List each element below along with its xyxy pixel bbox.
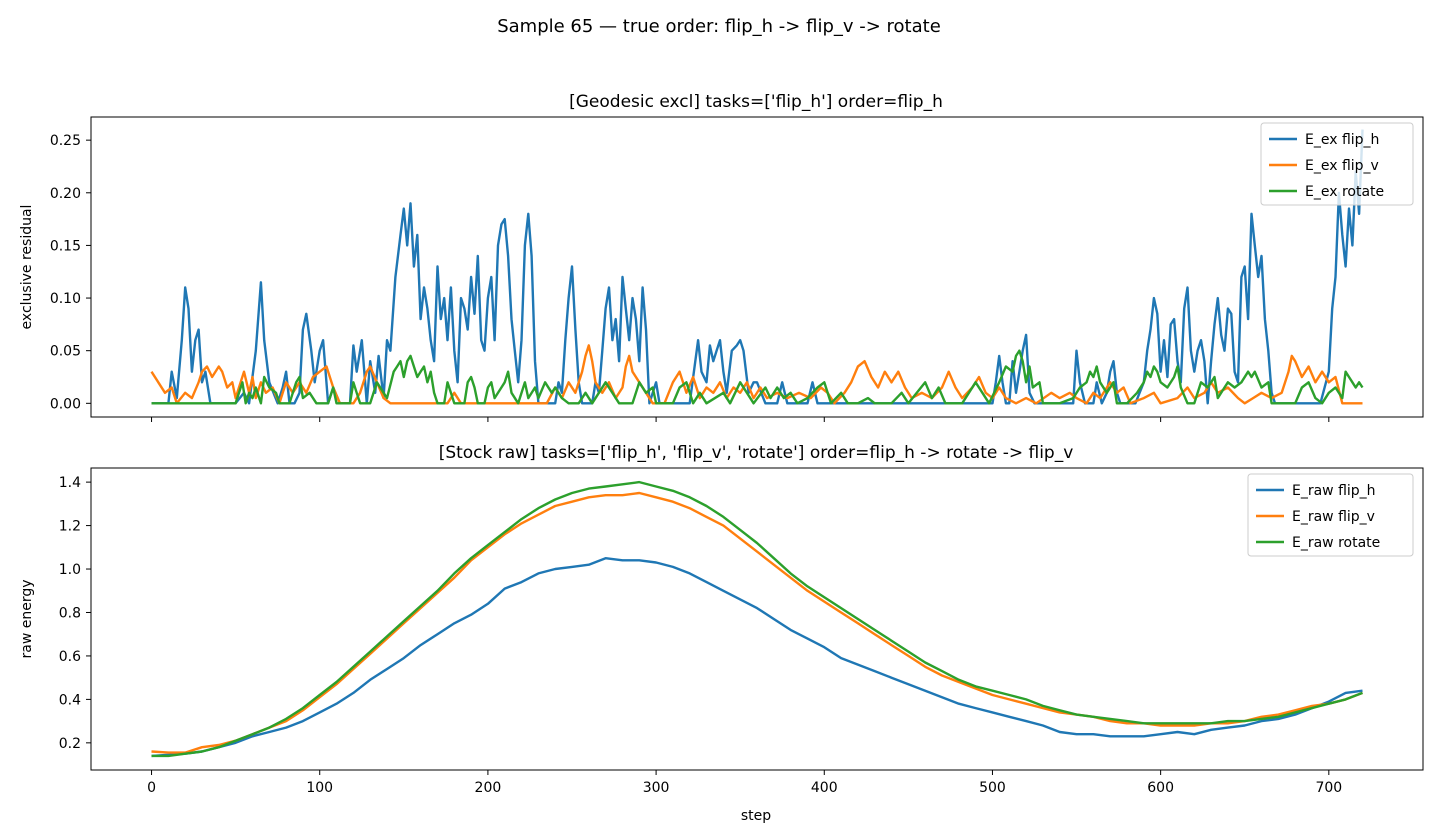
y-tick-label: 0.15 [50, 238, 81, 254]
top-chart-title: [Geodesic excl] tasks=['flip_h'] order=f… [569, 92, 943, 112]
x-tick-label: 400 [811, 780, 838, 796]
top-axes: [Geodesic excl] tasks=['flip_h'] order=f… [19, 92, 1424, 422]
y-tick-label: 1.2 [59, 519, 81, 535]
top-axis-ticks: 0.00 0.05 0.10 0.15 0.20 0.25 [50, 133, 1330, 422]
series-line-e_raw-rotate [151, 480, 1363, 758]
y-tick-label: 0.2 [59, 736, 81, 752]
y-tick-label: 0.25 [50, 133, 81, 149]
legend-box [1247, 473, 1414, 557]
top-series-lines [150, 129, 1364, 405]
bottom-x-axis-label: step [741, 808, 771, 824]
figure-suptitle: Sample 65 — true order: flip_h -> flip_v… [497, 16, 941, 37]
top-y-axis-label: exclusive residual [19, 205, 35, 330]
bottom-axes: [Stock raw] tasks=['flip_h', 'flip_v', '… [19, 443, 1424, 824]
bottom-axis-ticks: 0 100 200 300 400 500 600 700 0.2 0.4 0.6 0.8 1.0 1.2… [59, 475, 1342, 796]
series-line-e_raw-flip_h [151, 557, 1363, 758]
legend-entry: E_raw flip_h [1292, 483, 1376, 499]
legend-entry: E_ex flip_h [1305, 132, 1379, 148]
y-tick-label: 0.8 [59, 605, 81, 621]
legend-box [1260, 122, 1414, 206]
y-tick-label: 1.0 [59, 562, 81, 578]
top-axes-frame [90, 116, 1424, 418]
bottom-axes-frame [90, 467, 1424, 771]
x-tick-label: 300 [643, 780, 670, 796]
y-tick-label: 1.4 [59, 475, 81, 491]
x-tick-label: 200 [475, 780, 502, 796]
y-tick-label: 0.4 [59, 692, 81, 708]
series-line-e_raw-flip_v [151, 491, 1363, 754]
x-tick-label: 600 [1147, 780, 1174, 796]
x-tick-label: 100 [306, 780, 333, 796]
top-legend: E_ex flip_h E_ex flip_v E_ex rotate [1260, 122, 1414, 206]
x-tick-label: 0 [147, 780, 156, 796]
x-tick-label: 500 [979, 780, 1006, 796]
y-tick-label: 0.20 [50, 186, 81, 202]
legend-entry: E_raw flip_v [1292, 509, 1375, 525]
bottom-series-lines [151, 480, 1363, 758]
y-tick-label: 0.6 [59, 649, 81, 665]
y-tick-label: 0.10 [50, 291, 81, 307]
legend-entry: E_raw rotate [1292, 535, 1380, 551]
series-line-e_ex-rotate [151, 349, 1364, 405]
series-line-e_ex-flip_h [151, 129, 1364, 405]
y-tick-label: 0.00 [50, 396, 81, 412]
legend-entry: E_ex flip_v [1305, 158, 1379, 174]
bottom-chart-title: [Stock raw] tasks=['flip_h', 'flip_v', '… [439, 443, 1074, 463]
legend-entry: E_ex rotate [1305, 184, 1384, 200]
y-tick-label: 0.05 [50, 344, 81, 360]
bottom-legend: E_raw flip_h E_raw flip_v E_raw rotate [1247, 473, 1414, 557]
x-tick-label: 700 [1315, 780, 1342, 796]
bottom-y-axis-label: raw energy [19, 579, 35, 658]
